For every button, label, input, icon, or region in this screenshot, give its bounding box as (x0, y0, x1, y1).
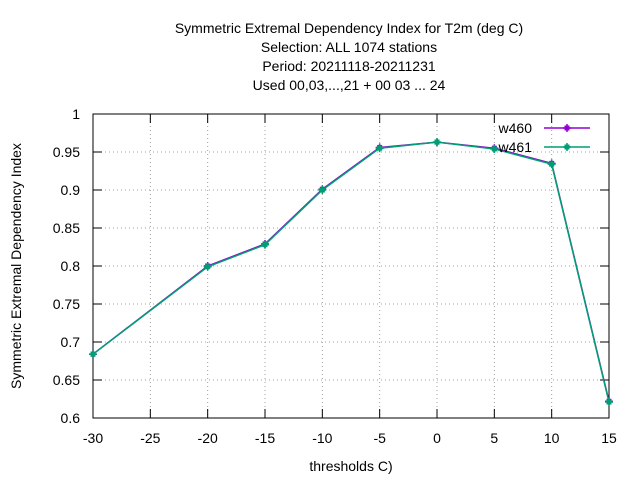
legend-marker (563, 143, 571, 151)
chart-title: Symmetric Extremal Dependency Index for … (175, 20, 523, 93)
x-tick-labels: -30 -25 -20 -15 -10 -5 0 5 10 15 (83, 430, 617, 446)
x-tick-label: -30 (83, 430, 103, 446)
series-w460 (89, 138, 613, 406)
y-tick-label: 0.9 (61, 182, 81, 198)
data-point (433, 138, 441, 147)
y-axis-label: Symmetric Extremal Dependency Index (8, 143, 24, 389)
x-tick-label: -25 (140, 430, 160, 446)
x-tick-label: 15 (601, 430, 617, 446)
legend-label: w461 (498, 139, 533, 155)
data-point (89, 350, 97, 359)
y-tick-label: 0.7 (61, 334, 81, 350)
x-tick-label: -10 (312, 430, 332, 446)
title-line-4: Used 00,03,...,21 + 00 03 ... 24 (253, 77, 446, 93)
series-line (92, 141, 610, 402)
y-tick-label: 0.85 (53, 220, 80, 236)
data-point (261, 240, 269, 249)
title-line-2: Selection: ALL 1074 stations (261, 39, 437, 55)
x-tick-label: 10 (544, 430, 560, 446)
data-point (375, 144, 384, 153)
axis-ticks (92, 113, 610, 419)
data-point (605, 398, 613, 407)
y-tick-label: 0.8 (61, 258, 81, 274)
y-tick-labels: 0.6 0.65 0.7 0.75 0.8 0.85 0.9 0.95 1 (53, 106, 80, 426)
y-tick-label: 0.95 (53, 144, 80, 160)
y-tick-label: 0.6 (61, 410, 81, 426)
data-point (203, 262, 212, 271)
x-tick-label: -20 (198, 430, 218, 446)
x-tick-label: 0 (433, 430, 441, 446)
data-point (547, 160, 556, 169)
x-tick-label: -15 (255, 430, 275, 446)
x-tick-label: -5 (373, 430, 386, 446)
y-tick-label: 0.65 (53, 372, 80, 388)
data-point (490, 144, 499, 153)
title-line-1: Symmetric Extremal Dependency Index for … (175, 20, 523, 36)
legend-marker (563, 124, 571, 132)
data-point (318, 186, 327, 194)
y-tick-label: 0.75 (53, 296, 80, 312)
x-axis-label: thresholds C) (309, 458, 392, 474)
legend-label: w460 (498, 120, 533, 136)
legend-item-w460: w460 (498, 120, 590, 136)
x-tick-label: 5 (490, 430, 498, 446)
y-tick-label: 1 (72, 106, 80, 122)
series-line (92, 141, 610, 403)
title-line-3: Period: 20211118-20211231 (262, 58, 436, 74)
legend-item-w461: w461 (498, 139, 590, 155)
series-w461 (89, 138, 613, 407)
series-group (89, 138, 613, 407)
legend: w460 w461 (498, 120, 590, 155)
